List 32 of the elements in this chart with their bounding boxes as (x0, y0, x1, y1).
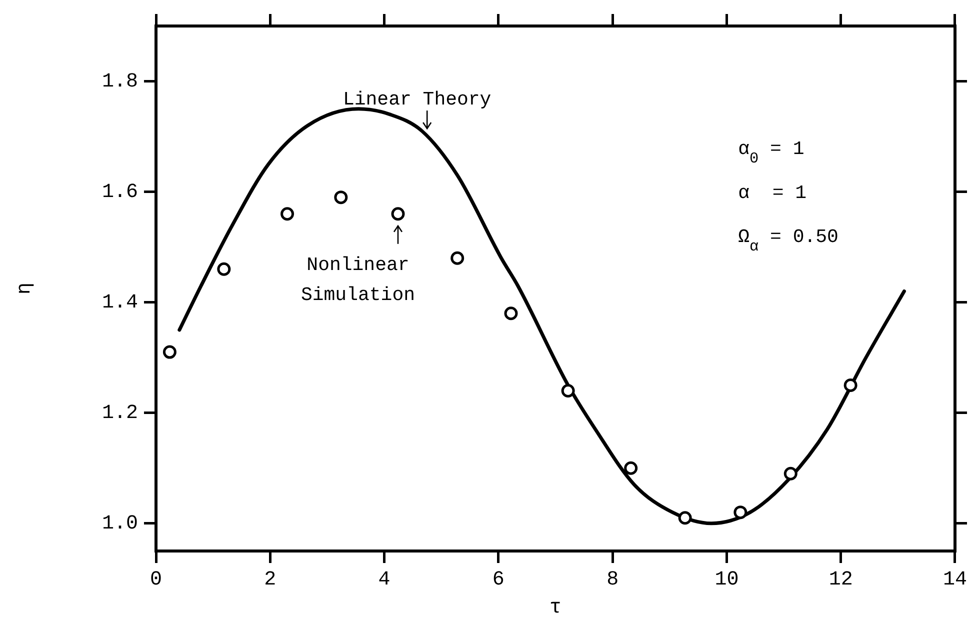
point (784, 466, 798, 480)
point (504, 306, 518, 320)
x-tick-label: 10 (714, 568, 739, 592)
x-tick-label: 2 (264, 568, 276, 592)
annotation: Linear Theory (342, 88, 492, 111)
point (391, 207, 405, 221)
y-tick-label: 1.4 (102, 292, 138, 315)
point (334, 190, 348, 204)
point (734, 506, 748, 520)
x-axis-title: τ (549, 596, 562, 620)
point (678, 511, 692, 525)
point (450, 251, 464, 265)
point (624, 461, 638, 475)
x-tick-label: 4 (378, 568, 390, 592)
y-tick-label: 1.2 (102, 402, 138, 426)
point (162, 345, 176, 359)
x-tick-label: 6 (492, 568, 504, 592)
point (280, 207, 294, 221)
y-axis-title: η (13, 282, 36, 295)
point (844, 378, 858, 392)
y-tick-label: 1.6 (102, 181, 138, 204)
y-tick-label: 1.8 (102, 70, 138, 94)
x-tick-label: 12 (828, 568, 853, 592)
y-tick-label: 1.0 (102, 512, 138, 536)
x-tick-label: 14 (942, 568, 968, 592)
x-tick-label: 0 (150, 568, 162, 592)
point (561, 384, 575, 398)
annotation: Nonlinear Simulation (300, 254, 416, 306)
annotation: α = 1 (738, 182, 807, 204)
point (217, 262, 231, 276)
line-series (178, 107, 906, 526)
x-tick-label: 8 (606, 568, 619, 592)
